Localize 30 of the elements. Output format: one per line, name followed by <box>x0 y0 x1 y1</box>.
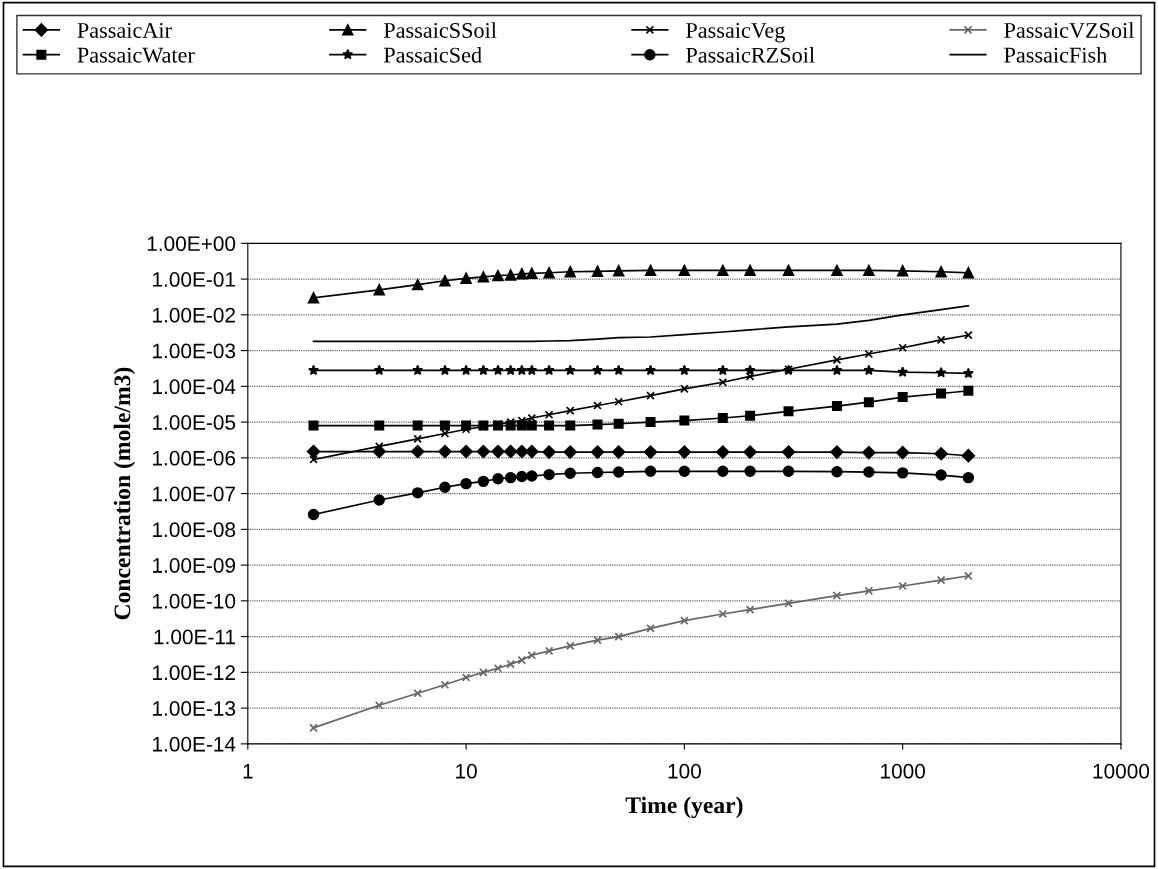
y-tick-label: 1.00E-01 <box>153 272 235 287</box>
y-tick-label: 1.00E-13 <box>153 701 236 716</box>
y-tick-label: 1.00E-04 <box>153 379 236 395</box>
y-tick-label: 1.00E-08 <box>153 522 236 538</box>
legend-label: PassaicVeg <box>686 22 785 43</box>
legend-label: PassaicFish <box>1004 46 1107 63</box>
x-tick-label: 100 <box>668 763 701 779</box>
x-tick-label: 1000 <box>881 763 926 779</box>
legend-label: PassaicSed <box>383 46 482 63</box>
x-axis-title: Time (year) <box>625 796 743 819</box>
y-tick-label: 1.00E-03 <box>153 343 236 359</box>
x-tick-label: 1 <box>243 764 253 779</box>
legend-label: PassaicSSoil <box>383 22 497 38</box>
y-tick-label: 1.00E+00 <box>147 236 236 252</box>
y-tick-label: 1.00E-12 <box>153 665 235 681</box>
legend-label: PassaicRZSoil <box>686 47 815 63</box>
y-tick-label: 1.00E-11 <box>154 629 235 645</box>
y-tick-label: 1.00E-10 <box>153 593 236 609</box>
y-tick-label: 1.00E-06 <box>153 450 236 466</box>
y-tick-label: 1.00E-09 <box>153 558 236 573</box>
legend-label: PassaicAir <box>77 22 172 38</box>
legend-label: PassaicVZSoil <box>1004 22 1134 39</box>
x-tick-label: 10 <box>456 763 477 779</box>
y-tick-label: 1.00E-02 <box>153 307 235 323</box>
x-tick-label: 10000 <box>1093 763 1150 779</box>
legend-label: PassaicWater <box>77 47 195 63</box>
y-tick-label: 1.00E-07 <box>153 486 235 502</box>
y-axis-title: Concentration (mole/m3) <box>113 367 136 620</box>
y-tick-label: 1.00E-14 <box>153 736 236 752</box>
y-tick-label: 1.00E-05 <box>153 415 236 430</box>
